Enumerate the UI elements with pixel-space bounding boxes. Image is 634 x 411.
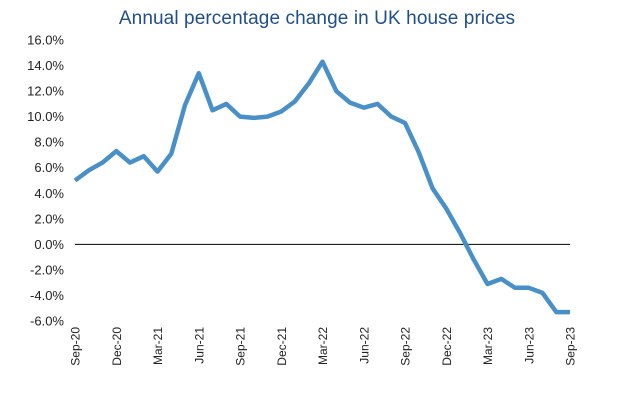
chart-title: Annual percentage change in UK house pri… bbox=[118, 8, 516, 29]
x-tick-label: Mar-21 bbox=[151, 327, 165, 365]
x-axis-ticks: Sep-20 Dec-20 Mar-21 Jun-21 Sep-21 Dec-21 Mar-… bbox=[69, 327, 578, 366]
x-tick-label: Jun-21 bbox=[192, 327, 206, 364]
y-tick-label: 0.0% bbox=[34, 237, 64, 252]
x-tick-label: Dec-21 bbox=[275, 327, 289, 366]
series-line-house-price-change bbox=[73, 59, 570, 315]
x-tick-label: Dec-20 bbox=[110, 327, 124, 366]
x-tick-label: Sep-20 bbox=[69, 327, 83, 366]
y-tick-label: -2.0% bbox=[30, 262, 64, 277]
x-tick-label: Jun-22 bbox=[357, 327, 371, 364]
y-tick-label: 14.0% bbox=[27, 58, 64, 73]
y-tick-label: 10.0% bbox=[27, 109, 64, 124]
y-tick-label: 4.0% bbox=[34, 186, 64, 201]
x-tick-label: Sep-21 bbox=[234, 327, 248, 366]
x-tick-label: Sep-22 bbox=[399, 327, 413, 366]
y-axis-ticks: 16.0% 14.0% 12.0% 10.0% 8.0% 6.0% 4.0% 2.0% 0.0%… bbox=[27, 33, 64, 329]
x-tick-label: Jun-23 bbox=[522, 327, 536, 364]
x-tick-label: Mar-22 bbox=[316, 327, 330, 365]
y-tick-label: -4.0% bbox=[30, 288, 64, 303]
y-tick-label: 6.0% bbox=[34, 160, 64, 175]
x-tick-label: Mar-23 bbox=[481, 327, 495, 365]
y-tick-label: 8.0% bbox=[34, 135, 64, 150]
x-tick-label: Dec-22 bbox=[440, 327, 454, 366]
y-tick-label: -6.0% bbox=[30, 314, 64, 329]
x-tick-label: Sep-23 bbox=[564, 327, 578, 366]
y-tick-label: 2.0% bbox=[34, 211, 64, 226]
y-tick-label: 16.0% bbox=[27, 33, 64, 48]
y-tick-label: 12.0% bbox=[27, 84, 64, 99]
